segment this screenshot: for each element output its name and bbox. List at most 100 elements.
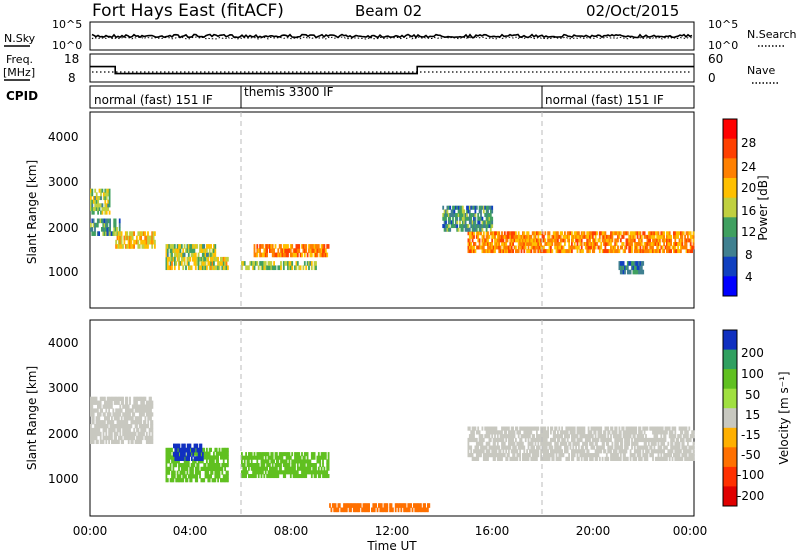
data-cell [629, 234, 632, 239]
data-cell [639, 430, 642, 435]
data-cell [203, 451, 206, 456]
data-cell [639, 437, 642, 443]
data-cell [470, 453, 473, 458]
data-cell [498, 238, 501, 243]
data-cell [529, 441, 531, 446]
data-cell [178, 463, 180, 468]
data-cell [491, 224, 494, 229]
data-cell [404, 507, 407, 513]
data-cell [523, 426, 526, 431]
data-cell [120, 396, 123, 402]
data-cell [526, 449, 528, 454]
data-cell [561, 426, 563, 431]
data-cell [106, 435, 109, 441]
data-cell [475, 430, 478, 435]
data-cell [610, 231, 612, 236]
data-cell [681, 441, 684, 446]
data-cell [477, 430, 480, 435]
data-cell [190, 447, 193, 453]
sky-noise-trace [91, 33, 693, 39]
data-cell [652, 430, 654, 435]
data-cell [227, 470, 229, 475]
data-cell [326, 244, 329, 249]
data-cell [547, 426, 549, 431]
data-cell [654, 441, 657, 446]
data-cell [186, 248, 189, 253]
data-cell [605, 453, 608, 458]
data-cell [178, 256, 180, 262]
data-cell [106, 404, 109, 409]
data-cell [649, 245, 652, 250]
data-cell [550, 249, 552, 254]
data-cell [520, 445, 523, 450]
data-cell [544, 430, 547, 435]
data-cell [319, 470, 322, 475]
freq-label: Freq. [6, 53, 33, 66]
data-cell [141, 427, 144, 433]
data-cell [357, 507, 359, 513]
data-cell [643, 234, 646, 239]
data-cell [482, 249, 485, 254]
data-cell [178, 456, 181, 461]
data-cell [586, 453, 589, 458]
data-cell [111, 420, 113, 425]
data-cell [136, 235, 138, 241]
data-cell [315, 252, 317, 258]
data-cell [575, 445, 577, 450]
data-cell [208, 455, 211, 460]
data-cell [277, 459, 280, 464]
data-cell [189, 470, 192, 475]
data-cell [557, 456, 559, 461]
data-cell [540, 245, 542, 250]
data-cell [547, 231, 549, 236]
data-cell [192, 248, 194, 253]
data-cell [520, 434, 523, 439]
data-cell [280, 455, 282, 460]
data-cell [467, 227, 470, 232]
data-cell [200, 261, 203, 266]
data-cell [566, 430, 569, 435]
data-cell [201, 452, 204, 457]
data-cell [491, 205, 494, 210]
data-cell [227, 459, 229, 464]
data-cell [190, 466, 193, 471]
data-cell [680, 430, 682, 435]
data-cell [295, 474, 298, 479]
data-cell [252, 265, 254, 271]
data-cell [179, 261, 182, 266]
data-cell [666, 456, 668, 461]
data-cell [506, 426, 509, 431]
data-cell [512, 434, 514, 439]
data-cell [523, 430, 526, 435]
data-cell [481, 449, 484, 454]
data-cell [649, 234, 652, 239]
data-cell [647, 449, 650, 454]
data-cell [594, 441, 597, 446]
data-cell [558, 456, 561, 461]
data-cell [136, 400, 138, 405]
data-cell [316, 459, 319, 464]
data-cell [488, 213, 491, 218]
data-cell [478, 449, 481, 454]
data-cell [284, 261, 287, 266]
data-cell [107, 203, 110, 208]
data-cell [467, 209, 470, 214]
data-cell [640, 445, 643, 450]
data-cell [492, 456, 495, 461]
data-cell [481, 445, 484, 450]
data-cell [218, 447, 221, 452]
data-cell [188, 452, 190, 457]
data-cell [151, 424, 154, 429]
data-cell [224, 256, 226, 262]
data-cell [90, 222, 92, 228]
data-cell [303, 252, 306, 258]
data-cell [302, 470, 305, 475]
data-cell [150, 400, 152, 405]
noise-panel: N.Sky 10^5 10^0 10^5 10^0 N.Search [4, 18, 797, 52]
data-cell [468, 205, 471, 210]
data-cell [224, 463, 226, 468]
data-cell [657, 456, 660, 461]
data-cell [282, 474, 285, 479]
data-cell [496, 430, 499, 435]
data-cell [513, 430, 516, 435]
